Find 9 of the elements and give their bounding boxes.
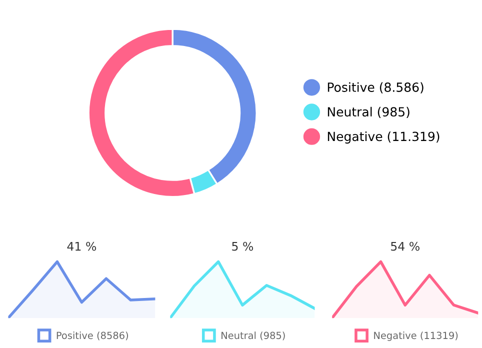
chart-title: 54 % <box>391 242 420 251</box>
legend-label: Positive (8.586) <box>328 82 424 94</box>
legend-label: Neutral (985) <box>222 332 285 340</box>
legend-label: Negative (11319) <box>374 332 458 341</box>
chart-title: 5 % <box>232 242 254 251</box>
chart-title: 41 % <box>67 242 96 251</box>
legend-label: Positive (8586) <box>56 332 128 340</box>
legend-label: Negative (11.319) <box>328 131 440 144</box>
legend-label: Neutral (985) <box>328 106 410 118</box>
